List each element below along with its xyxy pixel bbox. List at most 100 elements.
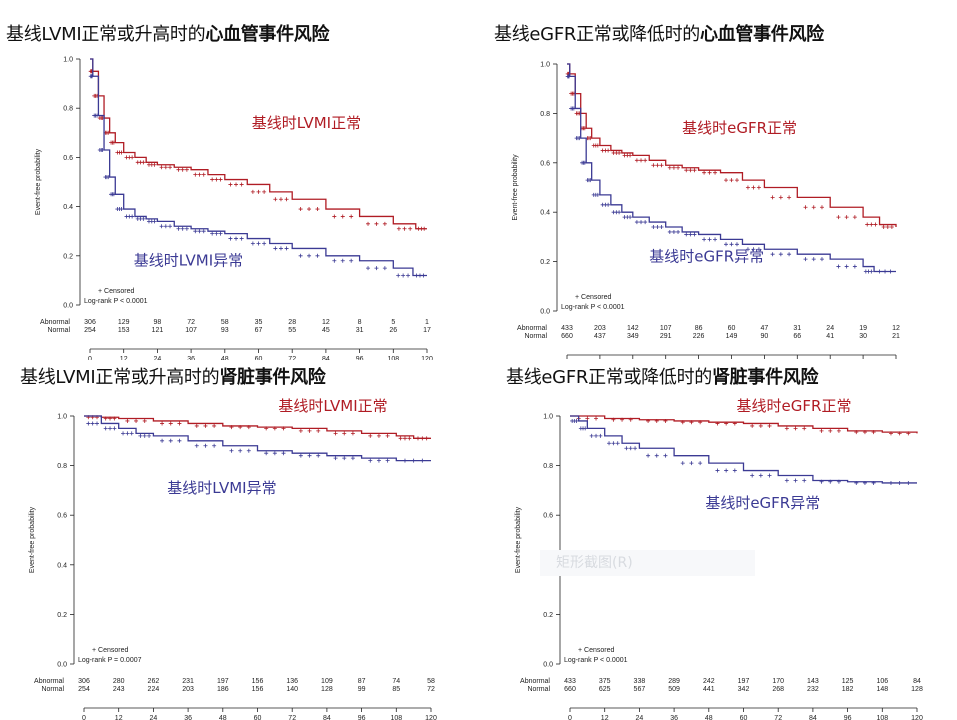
km-chart-lvmi-cardiovascular: 0.0 0.2 0.4 0.6 0.8 1.0 Event-free probability… — [35, 57, 433, 361]
censor-mark-normal — [229, 425, 234, 430]
censor-mark-abnormal — [688, 232, 693, 237]
at-risk-count: 31 — [793, 325, 801, 332]
at-risk-count: 72 — [187, 319, 195, 326]
normal-group-label: 基线时eGFR正常 — [682, 119, 797, 137]
censor-mark-normal — [865, 222, 870, 227]
censor-mark-normal — [844, 215, 849, 220]
at-risk-count: 45 — [322, 327, 330, 334]
at-risk-count: 433 — [561, 325, 573, 332]
censor-mark-normal — [724, 178, 729, 183]
censor-mark-normal — [152, 162, 157, 167]
censor-mark-abnormal — [421, 273, 426, 278]
censor-mark-abnormal — [836, 264, 841, 269]
censored-note: + Censored — [92, 647, 128, 654]
censor-mark-abnormal — [606, 202, 611, 207]
censor-mark-normal — [724, 421, 729, 426]
at-risk-count: 156 — [252, 686, 264, 693]
censor-mark-abnormal — [281, 451, 286, 456]
at-risk-count: 85 — [392, 686, 400, 693]
at-risk-row-label: Normal — [524, 333, 547, 340]
abnormal-group-label: 基线时LVMI异常 — [134, 252, 243, 270]
censor-mark-normal — [655, 163, 660, 168]
censor-mark-abnormal — [639, 220, 644, 225]
censor-mark-abnormal — [888, 480, 893, 485]
censor-mark-abnormal — [734, 242, 739, 247]
censor-mark-abnormal — [234, 236, 239, 241]
censor-mark-normal — [307, 428, 312, 433]
at-risk-row-label: Normal — [527, 686, 550, 693]
at-risk-count: 5 — [391, 319, 395, 326]
censor-mark-abnormal — [250, 241, 255, 246]
censor-mark-abnormal — [298, 253, 303, 258]
censor-mark-abnormal — [819, 479, 824, 484]
at-risk-count: 58 — [221, 319, 229, 326]
censor-mark-normal — [692, 168, 697, 173]
at-risk-count: 243 — [113, 686, 125, 693]
censor-mark-abnormal — [607, 441, 612, 446]
at-risk-count: 306 — [78, 678, 90, 685]
curve-normal — [570, 415, 918, 434]
censor-mark-normal — [193, 172, 198, 177]
censor-mark-abnormal — [111, 192, 116, 197]
logrank-note: Log-rank P < 0.0001 — [84, 298, 148, 305]
censor-mark-normal — [422, 226, 427, 231]
at-risk-count: 24 — [826, 325, 834, 332]
at-risk-count: 156 — [252, 678, 264, 685]
panel-title: 基线eGFR正常或降低时的肾脏事件风险 — [506, 367, 819, 388]
y-axis-label: Event-free probability — [35, 148, 42, 215]
censor-mark-normal — [106, 130, 111, 135]
censor-mark-normal — [368, 433, 373, 438]
y-tick-label: 1.0 — [540, 62, 550, 69]
censor-mark-abnormal — [871, 480, 876, 485]
censor-mark-abnormal — [715, 468, 720, 473]
censor-mark-abnormal — [732, 468, 737, 473]
at-risk-count: 375 — [599, 678, 611, 685]
censor-mark-normal — [654, 418, 659, 423]
censor-mark-abnormal — [376, 458, 381, 463]
x-tick-label: 36 — [670, 715, 678, 720]
censor-mark-abnormal — [745, 247, 750, 252]
curve-normal — [84, 415, 431, 439]
censor-mark-normal — [617, 150, 622, 155]
censor-mark-abnormal — [90, 421, 95, 426]
at-risk-count: 90 — [761, 333, 769, 340]
at-risk-count: 129 — [118, 319, 130, 326]
at-risk-count: 291 — [660, 333, 672, 340]
at-risk-count: 109 — [321, 678, 333, 685]
censor-mark-normal — [103, 416, 108, 421]
censor-mark-abnormal — [828, 479, 833, 484]
at-risk-count: 17 — [423, 327, 431, 334]
x-tick-label: 48 — [221, 356, 229, 360]
censor-mark-normal — [203, 423, 208, 428]
panel-title: 基线eGFR正常或降低时的心血管事件风险 — [494, 24, 824, 45]
censor-mark-normal — [582, 126, 587, 131]
panel-title: 基线LVMI正常或升高时的肾脏事件风险 — [20, 367, 326, 388]
censor-mark-normal — [676, 165, 681, 170]
censor-mark-normal — [770, 195, 775, 200]
censor-mark-normal — [284, 197, 289, 202]
abnormal-group-label: 基线时eGFR异常 — [705, 494, 820, 512]
at-risk-row-label: Normal — [41, 686, 64, 693]
censor-mark-normal — [424, 436, 429, 441]
censor-mark-normal — [342, 431, 347, 436]
censor-mark-normal — [684, 168, 689, 173]
censor-mark-normal — [264, 426, 269, 431]
censor-mark-normal — [852, 215, 857, 220]
logrank-note: Log-rank P < 0.0001 — [561, 304, 625, 311]
censor-mark-abnormal — [784, 478, 789, 483]
censor-mark-abnormal — [663, 453, 668, 458]
y-tick-label: 0.6 — [63, 155, 73, 162]
at-risk-count: 148 — [876, 686, 888, 693]
at-risk-count: 142 — [627, 325, 639, 332]
censor-mark-abnormal — [342, 456, 347, 461]
censor-mark-normal — [854, 430, 859, 435]
censor-mark-normal — [595, 143, 600, 148]
censor-mark-normal — [836, 428, 841, 433]
censor-mark-normal — [119, 150, 124, 155]
censor-mark-abnormal — [803, 257, 808, 262]
censor-mark-abnormal — [628, 215, 633, 220]
logrank-note: Log-rank P = 0.0007 — [78, 657, 142, 664]
censor-mark-abnormal — [382, 266, 387, 271]
censor-mark-abnormal — [854, 480, 859, 485]
